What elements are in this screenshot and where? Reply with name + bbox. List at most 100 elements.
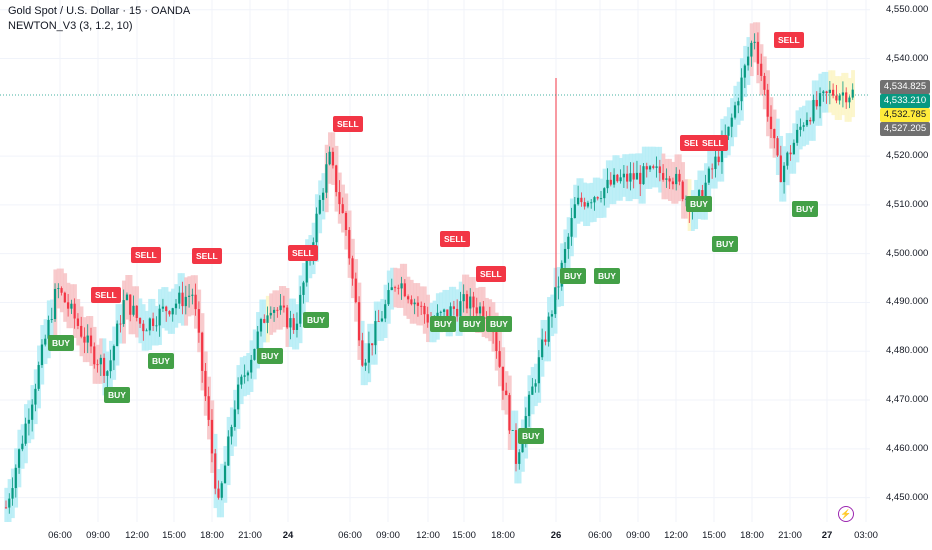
- candle-body: [397, 287, 400, 289]
- candle-body: [495, 332, 498, 352]
- candle-body: [171, 308, 174, 315]
- candle-body: [782, 165, 786, 183]
- candle-body: [799, 126, 802, 130]
- candle-body: [420, 305, 423, 307]
- candle-body: [701, 190, 704, 201]
- candle-body: [178, 292, 181, 304]
- time-label: 18:00: [200, 530, 224, 541]
- candle-body: [626, 173, 629, 182]
- candle-body: [152, 318, 155, 326]
- candle-body: [423, 305, 426, 315]
- candle-body: [361, 340, 364, 366]
- candle-body: [292, 318, 295, 330]
- price-tag: 4,532.785: [880, 108, 930, 122]
- price-label: 4,470.000: [886, 394, 929, 406]
- candle-body: [753, 41, 756, 43]
- candle-body: [102, 357, 106, 376]
- candle-body: [596, 197, 599, 199]
- buy-signal-label: BUY: [712, 236, 738, 252]
- candle-body: [465, 294, 469, 309]
- candle-body: [747, 56, 750, 66]
- candle-body: [573, 204, 576, 219]
- candle-body: [756, 41, 760, 64]
- price-label: 4,490.000: [886, 296, 929, 308]
- candle-body: [629, 173, 632, 182]
- price-label: 4,500.000: [886, 247, 929, 259]
- candle-body: [341, 204, 344, 213]
- time-label: 09:00: [626, 530, 650, 541]
- candle-body: [707, 168, 710, 183]
- candle-body: [227, 436, 230, 466]
- candle-body: [181, 292, 184, 307]
- candle-body: [243, 375, 246, 377]
- candle-body: [83, 336, 86, 343]
- candle-body: [730, 117, 733, 127]
- candle-body: [544, 339, 547, 342]
- candle-body: [357, 302, 361, 341]
- candle-body: [138, 317, 142, 324]
- sell-signal-label: SELL: [774, 32, 804, 48]
- candle-body: [563, 248, 567, 263]
- candle-body: [187, 295, 191, 297]
- candle-body: [662, 173, 665, 180]
- candle-body: [482, 306, 485, 318]
- candle-body: [848, 97, 851, 103]
- candle-body: [145, 330, 148, 332]
- candle-body: [776, 138, 779, 156]
- candle-body: [459, 301, 462, 317]
- time-axis[interactable]: 06:00 09:00 12:00 15:00 18:00 21:00 24 06:00 09:…: [0, 522, 878, 550]
- candle-body: [161, 306, 165, 309]
- candle-body: [652, 166, 655, 168]
- price-label: 4,460.000: [886, 442, 929, 454]
- candle-body: [106, 371, 109, 376]
- candle-body: [70, 303, 73, 309]
- candle-body: [508, 395, 511, 431]
- candle-body: [426, 314, 429, 323]
- candle-body: [416, 302, 420, 306]
- candle-body: [740, 77, 743, 102]
- buy-signal-label: BUY: [594, 268, 620, 284]
- candle-body: [760, 63, 763, 76]
- buy-signal-label: BUY: [486, 316, 512, 332]
- candle-body: [717, 156, 720, 163]
- candle-body: [119, 323, 122, 325]
- candle-body: [603, 188, 606, 199]
- candle-body: [478, 306, 482, 314]
- candle-body: [299, 294, 302, 324]
- candle-body: [446, 309, 449, 317]
- candle-body: [851, 89, 854, 98]
- candle-body: [325, 164, 328, 193]
- symbol-title[interactable]: Gold Spot / U.S. Dollar · 15 · OANDA: [8, 5, 191, 17]
- candle-body: [380, 318, 384, 322]
- candle-body: [514, 430, 518, 464]
- buy-signal-label: BUY: [686, 196, 712, 212]
- candle-body: [599, 198, 603, 199]
- lightning-icon[interactable]: ⚡: [838, 506, 854, 522]
- candle-body: [796, 129, 799, 143]
- candle-body: [678, 173, 681, 182]
- candle-body: [390, 287, 393, 291]
- candle-body: [766, 89, 769, 117]
- time-label: 03:00: [854, 530, 878, 541]
- candle-body: [129, 294, 132, 315]
- candle-body: [475, 307, 478, 314]
- candle-body: [743, 65, 746, 78]
- candle-body: [655, 166, 658, 168]
- candle-body: [21, 443, 24, 450]
- candle-body: [11, 488, 14, 499]
- candle-body: [31, 404, 34, 420]
- price-axis[interactable]: 4,550.000 4,540.000 4,520.000 4,510.000 4,50…: [870, 0, 932, 522]
- candle-body: [148, 318, 151, 331]
- candle-body: [315, 213, 318, 243]
- buy-signal-label: BUY: [518, 428, 544, 444]
- candle-body: [550, 314, 554, 317]
- candle-body: [750, 42, 753, 57]
- price-label: 4,520.000: [886, 150, 929, 162]
- candle-body: [331, 151, 335, 166]
- candle-body: [384, 304, 387, 319]
- candle-body: [201, 332, 204, 371]
- candle-body: [639, 172, 642, 185]
- indicator-title[interactable]: NEWTON_V3 (3, 1.2, 10): [8, 20, 133, 32]
- candle-body: [24, 423, 27, 444]
- buy-signal-label: BUY: [560, 268, 586, 284]
